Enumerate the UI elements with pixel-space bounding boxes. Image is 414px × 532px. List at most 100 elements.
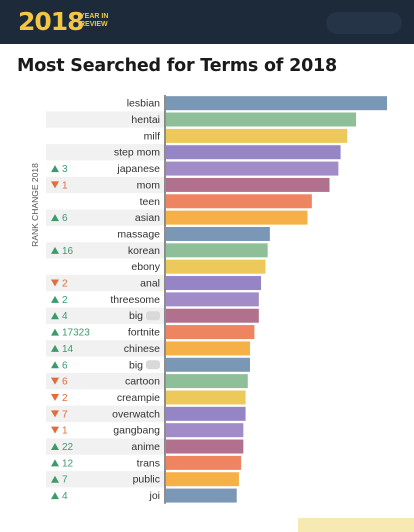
bar xyxy=(166,226,270,241)
rank-down-arrow xyxy=(51,393,59,401)
category-label: step mom xyxy=(114,147,160,159)
rank-down-arrow xyxy=(51,410,59,418)
row-shade xyxy=(46,176,165,194)
rank-up-arrow xyxy=(51,295,59,303)
category-label: gangbang xyxy=(113,425,160,437)
rank-up-arrow xyxy=(51,475,59,483)
category-label: ebony xyxy=(131,261,160,273)
bar xyxy=(166,455,242,470)
rank-down-arrow xyxy=(51,181,59,189)
bar xyxy=(166,161,339,176)
redacted-blur xyxy=(146,360,160,370)
bar xyxy=(166,423,244,438)
category-label: korean xyxy=(128,245,160,257)
rank-change-value: 7 xyxy=(62,409,68,420)
row-shade xyxy=(46,438,165,455)
rank-change-value: 12 xyxy=(62,458,74,469)
category-label: lesbian xyxy=(127,98,160,110)
header-bar: 2018 YEAR IN REVIEW xyxy=(0,0,414,44)
rank-up-arrow xyxy=(51,312,59,320)
category-label: big xyxy=(129,359,143,371)
row-shade xyxy=(46,471,165,488)
bar xyxy=(166,243,268,258)
bar xyxy=(166,341,250,356)
rank-change-value: 4 xyxy=(62,311,68,322)
logo-subtitle: YEAR IN REVIEW xyxy=(80,13,108,29)
bar xyxy=(166,472,239,487)
search-pill[interactable] xyxy=(326,12,402,34)
bar xyxy=(166,325,255,340)
row-shade xyxy=(46,209,165,226)
bar xyxy=(166,292,259,307)
rank-change-value: 6 xyxy=(62,360,68,371)
rank-up-arrow xyxy=(51,459,59,467)
category-label: hentai xyxy=(131,114,160,126)
chart-title: Most Searched for Terms of 2018 xyxy=(17,56,337,76)
bar xyxy=(166,210,308,225)
rank-down-arrow xyxy=(51,377,59,385)
bar xyxy=(166,406,246,421)
row-shade xyxy=(46,144,165,161)
rank-up-arrow xyxy=(51,443,59,451)
rank-change-value: 16 xyxy=(62,246,74,257)
category-label: anal xyxy=(140,278,160,290)
category-label: threesome xyxy=(110,294,160,306)
category-label: trans xyxy=(137,457,160,469)
category-label: creampie xyxy=(117,392,160,404)
rank-change-value: 2 xyxy=(62,393,68,404)
rank-change-value: 6 xyxy=(62,377,68,388)
bar xyxy=(166,96,387,111)
row-shade xyxy=(46,111,165,128)
rank-up-arrow xyxy=(51,165,59,173)
category-label: teen xyxy=(140,196,161,208)
rank-change-value: 3 xyxy=(62,164,68,175)
rank-up-arrow xyxy=(51,246,59,254)
bar xyxy=(166,308,259,323)
bar xyxy=(166,128,348,143)
category-label: chinese xyxy=(124,343,160,355)
category-label: asian xyxy=(135,212,160,224)
category-label: public xyxy=(133,474,160,486)
bar xyxy=(166,488,237,503)
category-label: milf xyxy=(144,130,160,142)
bar xyxy=(166,177,330,192)
rank-change-value: 4 xyxy=(62,491,68,502)
redacted-blur xyxy=(146,311,160,321)
rank-up-arrow xyxy=(51,361,59,369)
row-shade xyxy=(46,372,165,390)
bar xyxy=(166,374,248,389)
rank-up-arrow xyxy=(51,214,59,222)
rank-down-arrow xyxy=(51,279,59,287)
bar xyxy=(166,439,244,454)
rank-up-arrow xyxy=(51,328,59,336)
category-label: fortnite xyxy=(128,327,160,339)
row-shade xyxy=(46,405,165,422)
bar xyxy=(166,390,246,405)
category-label: mom xyxy=(137,179,161,191)
rank-change-value: 2 xyxy=(62,279,68,290)
logo-year: 2018 xyxy=(18,7,85,36)
rank-change-value: 6 xyxy=(62,213,68,224)
category-label: japanese xyxy=(116,163,160,175)
rank-up-arrow xyxy=(51,344,59,352)
row-shade xyxy=(46,307,165,324)
bar xyxy=(166,259,266,274)
rank-down-arrow xyxy=(51,426,59,434)
category-label: cartoon xyxy=(125,376,160,388)
rank-up-arrow xyxy=(51,492,59,500)
rank-change-value: 22 xyxy=(62,442,74,453)
row-shade xyxy=(46,242,165,259)
logo-line-2: REVIEW xyxy=(80,21,108,28)
logo-line-1: YEAR IN xyxy=(80,13,109,20)
rank-change-value: 1 xyxy=(62,426,68,437)
category-label: anime xyxy=(131,441,160,453)
category-label: massage xyxy=(117,228,160,240)
rank-change-value: 14 xyxy=(62,344,74,355)
category-label: big xyxy=(129,310,143,322)
bar xyxy=(166,276,262,291)
rank-change-value: 17323 xyxy=(62,328,90,339)
bar xyxy=(166,112,357,127)
rank-change-value: 7 xyxy=(62,475,68,486)
rank-change-value: 2 xyxy=(62,295,68,306)
